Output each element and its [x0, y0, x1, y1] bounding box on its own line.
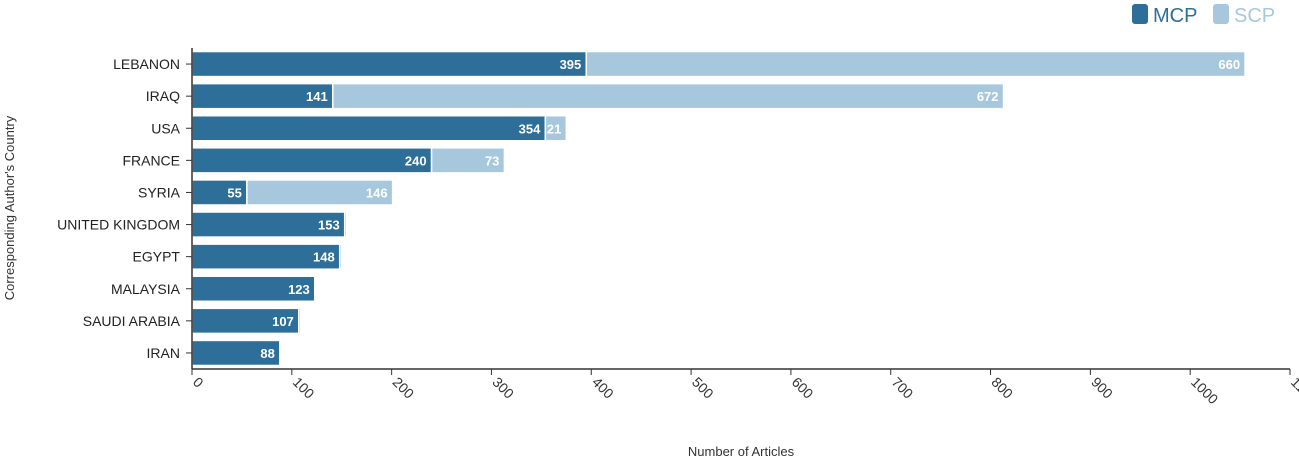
data-label-mcp-united-kingdom: 153 [318, 218, 340, 233]
x-tick-label: 700 [889, 374, 917, 402]
data-label-scp-france: 73 [485, 153, 499, 168]
y-tick-label: SAUDI ARABIA [83, 313, 181, 329]
data-label-mcp-syria: 55 [227, 185, 241, 200]
y-tick-label: IRAQ [146, 88, 180, 104]
x-tick-label: 1100 [1288, 374, 1299, 407]
x-tick-label: 200 [390, 374, 418, 402]
x-tick-label: 100 [290, 374, 318, 402]
data-label-mcp-egypt: 148 [313, 250, 335, 265]
bar-scp-france [430, 147, 506, 174]
y-tick-label: UNITED KINGDOM [57, 217, 180, 233]
bar-scp-usa [544, 114, 568, 142]
bar-scp-iraq [331, 82, 1005, 110]
bar-scp-egypt [338, 243, 343, 270]
bar-mcp-united-kingdom [191, 211, 346, 238]
bar-mcp-egypt [191, 243, 341, 270]
data-label-scp-usa: 21 [547, 121, 561, 136]
data-label-scp-iraq: 672 [977, 89, 999, 104]
data-label-scp-syria: 146 [366, 185, 388, 200]
bar-mcp-france [191, 147, 433, 174]
bar-mcp-malaysia [191, 275, 316, 303]
x-tick-label: 400 [589, 374, 617, 402]
y-tick-label: EGYPT [133, 249, 181, 265]
data-label-mcp-iraq: 141 [306, 89, 328, 104]
bar-mcp-lebanon [191, 50, 588, 78]
bars-group: 395 660 141 672 354 21 240 73 55 146 153 148 123 107 8… [191, 50, 1246, 367]
legend-label-mcp: MCP [1153, 5, 1197, 27]
legend: MCP SCP [1132, 4, 1275, 27]
data-label-scp-lebanon: 660 [1218, 57, 1240, 72]
data-label-mcp-france: 240 [405, 153, 427, 168]
x-tick-label: 500 [689, 374, 717, 402]
y-tick-label: IRAN [147, 345, 180, 361]
data-label-mcp-iran: 88 [260, 346, 274, 361]
y-tick-label: SYRIA [138, 184, 181, 200]
x-tick-label: 900 [1088, 374, 1116, 402]
data-label-mcp-saudi-arabia: 107 [272, 314, 294, 329]
legend-label-scp: SCP [1234, 5, 1275, 27]
bar-mcp-usa [191, 114, 547, 142]
data-label-mcp-malaysia: 123 [288, 282, 310, 297]
bar-scp-lebanon [585, 50, 1246, 78]
x-tick-label: 0 [190, 374, 207, 391]
bar-scp-saudi-arabia [298, 307, 302, 335]
x-tick-label: 300 [489, 374, 517, 402]
legend-swatch-mcp [1132, 4, 1148, 24]
bar-scp-syria [246, 179, 394, 206]
y-tick-label: LEBANON [113, 56, 180, 72]
y-axis-title: Corresponding Author's Country [2, 115, 17, 300]
x-tick-label: 600 [789, 374, 817, 402]
x-tick-label: 800 [988, 374, 1016, 402]
data-label-mcp-usa: 354 [519, 121, 541, 136]
y-tick-label: MALAYSIA [111, 281, 181, 297]
y-tick-label: FRANCE [122, 152, 180, 168]
legend-swatch-scp [1213, 4, 1229, 24]
x-tick-label: 1000 [1188, 374, 1221, 407]
x-axis-title: Number of Articles [688, 444, 795, 459]
y-tick-label: USA [151, 120, 180, 136]
bar-scp-united-kingdom [343, 211, 348, 238]
data-label-mcp-lebanon: 395 [560, 57, 582, 72]
